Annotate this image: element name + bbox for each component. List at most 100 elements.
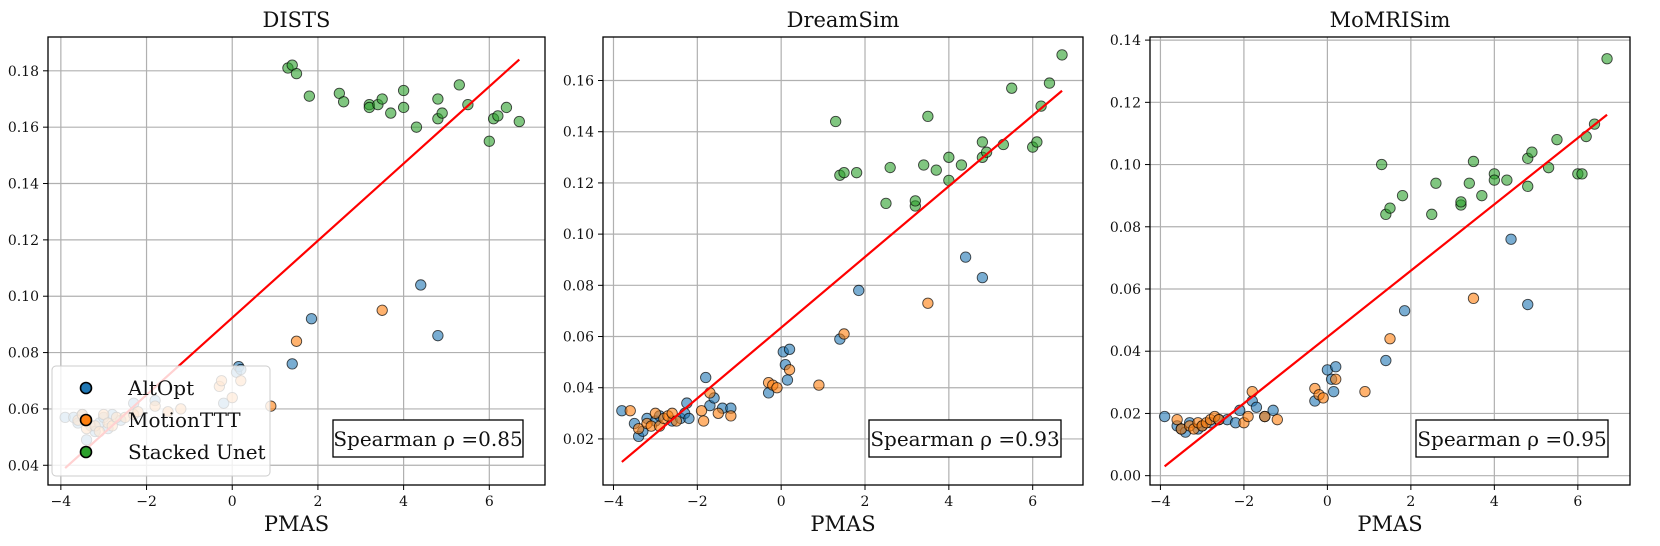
- data-point-altopt: [1505, 233, 1517, 245]
- y-tick-label: 0.06: [1110, 282, 1141, 298]
- x-tick-label: −2: [1234, 494, 1255, 510]
- data-point-stacked-unet: [1463, 177, 1475, 189]
- legend-label: Stacked Unet: [128, 440, 266, 464]
- chart-dists: −4 −2 0 2 4 6 0.04 0.06 0.08 0.10 0.12 0.14 0.16 0.18…: [8, 8, 546, 536]
- data-point-stacked-unet: [1376, 158, 1388, 171]
- spearman-annotation-box: [1415, 419, 1609, 458]
- legend-marker-stacked-unet: [79, 445, 93, 459]
- data-point-motionttt: [725, 410, 737, 422]
- data-point-stacked-unet: [1526, 146, 1538, 158]
- data-point-stacked-unet: [1006, 82, 1018, 94]
- data-point-stacked-unet: [838, 167, 850, 179]
- data-point-altopt: [1267, 404, 1279, 416]
- x-tick-label: 0: [1323, 494, 1332, 510]
- x-tick-label: −4: [51, 494, 72, 510]
- data-point-stacked-unet: [1384, 202, 1396, 214]
- data-point-stacked-unet: [909, 195, 921, 207]
- y-tick-label: 0.06: [8, 402, 39, 418]
- chart-dreamsim: −4 −2 0 2 4 6 0.02 0.04 0.06 0.08 0.10 0.12 0.14 0.16…: [563, 8, 1084, 536]
- data-point-stacked-unet: [397, 101, 410, 114]
- x-tick-label: 4: [1490, 494, 1499, 510]
- data-point-stacked-unet: [432, 93, 444, 105]
- data-point-motionttt: [695, 405, 708, 417]
- data-point-stacked-unet: [303, 90, 316, 102]
- data-point-altopt: [1380, 354, 1392, 367]
- data-point-stacked-unet: [290, 67, 303, 80]
- data-point-altopt: [683, 412, 695, 425]
- y-tick-label: 0.12: [563, 176, 594, 192]
- y-tick-label: 0.10: [1110, 158, 1141, 174]
- data-point-stacked-unet: [1522, 180, 1534, 192]
- x-axis-label: PMAS: [810, 512, 875, 536]
- y-tick-label: 0.14: [563, 125, 594, 141]
- data-point-motionttt: [1242, 410, 1254, 423]
- data-point-stacked-unet: [1501, 174, 1513, 186]
- axes-frame: [47, 36, 546, 486]
- data-point-stacked-unet: [1488, 174, 1500, 186]
- y-tick-label: 0.06: [563, 330, 594, 346]
- data-point-motionttt: [704, 387, 716, 399]
- data-point-motionttt: [838, 328, 850, 340]
- data-point-stacked-unet: [980, 146, 993, 158]
- y-tick-label: 0.04: [1110, 344, 1141, 360]
- y-tick-label: 0.08: [563, 278, 594, 294]
- data-point-stacked-unet: [1467, 155, 1480, 168]
- data-point-stacked-unet: [385, 107, 397, 119]
- data-point-motionttt: [632, 423, 645, 435]
- data-point-stacked-unet: [1043, 77, 1056, 89]
- data-point-motionttt: [697, 415, 710, 427]
- legend-box: [51, 365, 271, 477]
- data-point-stacked-unet: [1035, 100, 1047, 112]
- y-tick-label: 0.04: [8, 458, 39, 474]
- legend-label: AltOpt: [127, 376, 194, 400]
- y-tick-label: 0.14: [8, 177, 39, 193]
- data-point-motionttt: [376, 304, 388, 316]
- legend-marker-altopt: [79, 381, 93, 395]
- y-tick-label: 0.12: [8, 233, 39, 249]
- data-point-stacked-unet: [492, 110, 504, 122]
- data-point-stacked-unet: [918, 159, 930, 171]
- axes-frame: [1149, 36, 1631, 486]
- data-point-stacked-unet: [880, 197, 892, 210]
- y-tick-label: 0.08: [1110, 220, 1141, 236]
- data-point-motionttt: [1330, 373, 1342, 385]
- data-point-motionttt: [1384, 333, 1396, 345]
- data-point-stacked-unet: [1601, 53, 1613, 65]
- y-tick-label: 0.10: [563, 227, 594, 243]
- data-point-stacked-unet: [436, 107, 448, 119]
- data-point-stacked-unet: [453, 79, 465, 91]
- data-point-altopt: [1328, 386, 1340, 398]
- data-point-stacked-unet: [337, 96, 350, 108]
- data-point-stacked-unet: [1430, 177, 1442, 189]
- data-point-stacked-unet: [1056, 49, 1068, 61]
- data-point-stacked-unet: [410, 121, 423, 133]
- x-axis-label: PMAS: [1357, 512, 1422, 536]
- data-point-motionttt: [624, 405, 636, 417]
- y-tick-label: 0.16: [563, 74, 594, 90]
- chart-title: DISTS: [263, 8, 331, 32]
- x-tick-label: 6: [1028, 494, 1037, 510]
- x-tick-label: 4: [944, 494, 953, 510]
- chart-title: DreamSim: [787, 8, 900, 32]
- y-tick-label: 0.10: [8, 289, 39, 305]
- x-tick-label: 2: [313, 494, 322, 510]
- spearman-annotation-box: [332, 419, 524, 458]
- x-tick-label: 6: [1573, 494, 1582, 510]
- data-point-stacked-unet: [483, 135, 495, 147]
- spearman-annotation: Spearman ρ =0.93: [870, 427, 1059, 451]
- data-point-motionttt: [783, 364, 796, 376]
- data-point-motionttt: [771, 382, 783, 394]
- data-point-altopt: [781, 374, 794, 386]
- data-point-stacked-unet: [1551, 134, 1563, 146]
- x-tick-label: 2: [1406, 494, 1415, 510]
- x-tick-label: 4: [399, 494, 408, 510]
- data-point-motionttt: [1259, 410, 1271, 423]
- data-point-stacked-unet: [1576, 168, 1588, 180]
- data-point-stacked-unet: [1031, 136, 1043, 148]
- data-point-altopt: [959, 251, 972, 263]
- data-point-stacked-unet: [1426, 208, 1438, 220]
- y-tick-label: 0.18: [8, 64, 39, 80]
- data-point-stacked-unet: [922, 110, 934, 123]
- x-tick-label: −2: [687, 494, 708, 510]
